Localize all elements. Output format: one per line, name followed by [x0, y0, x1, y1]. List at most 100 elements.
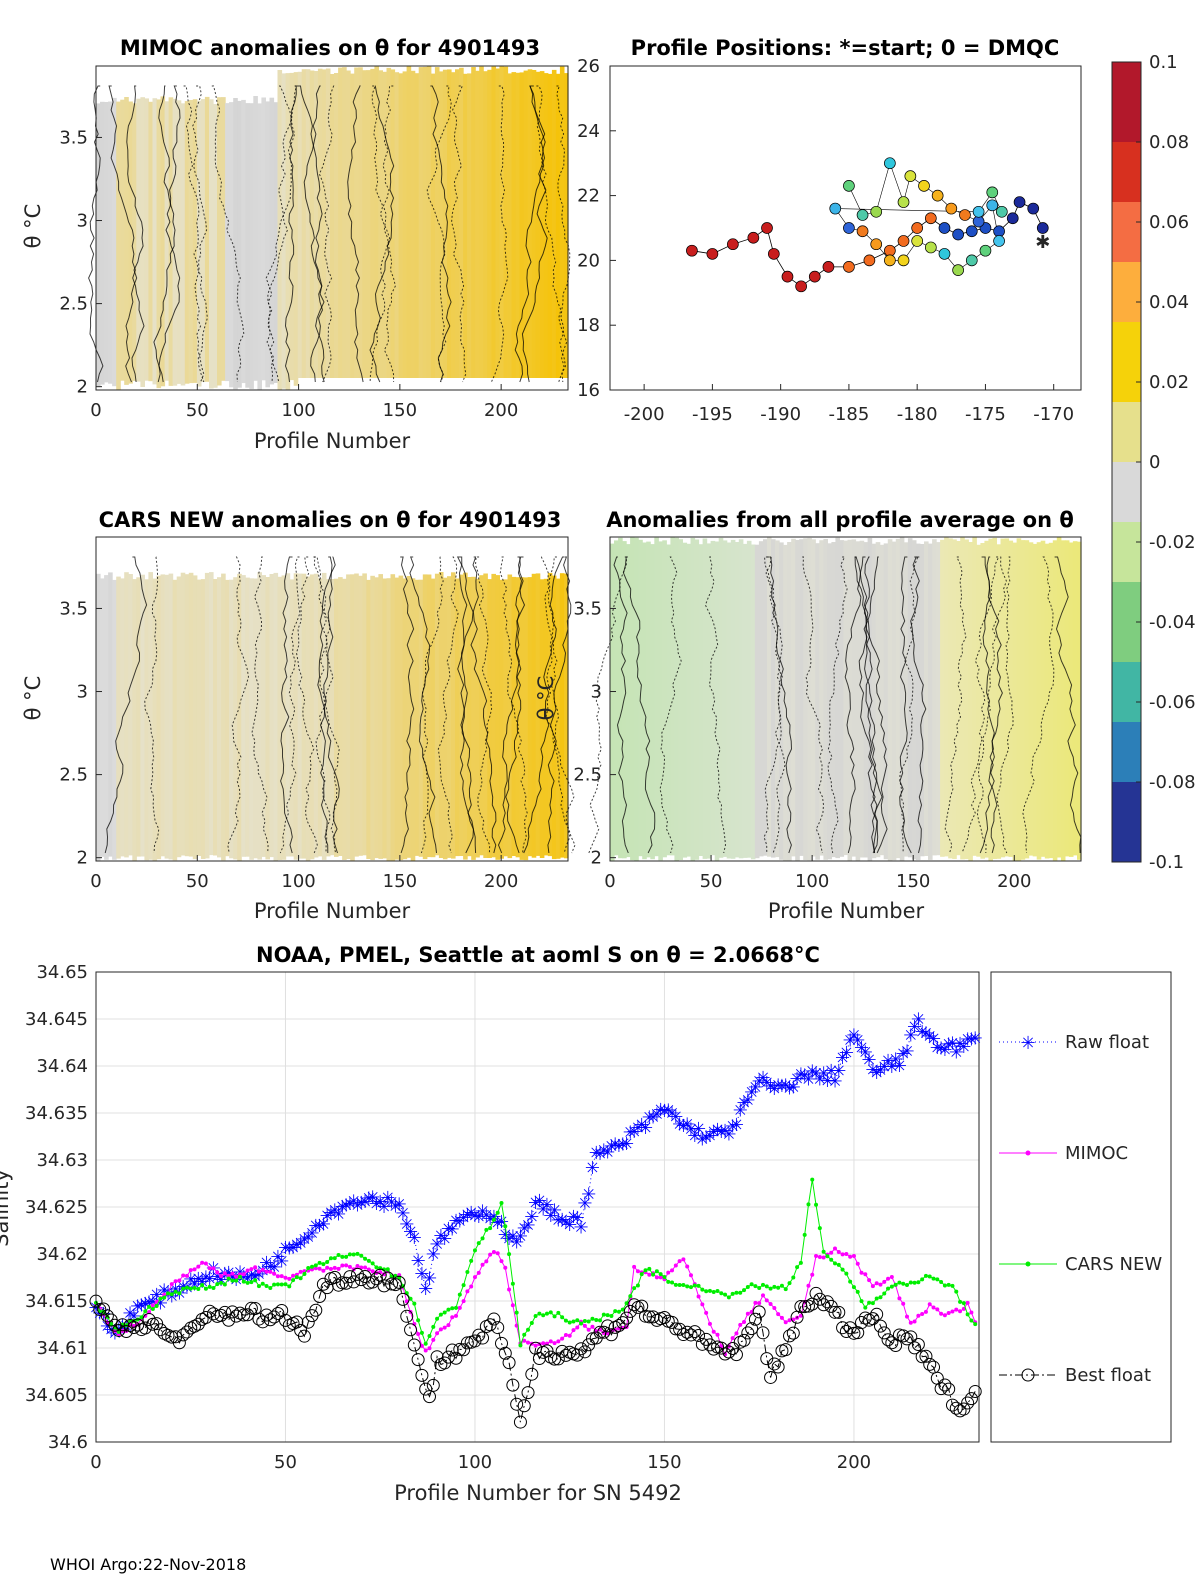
contour-line: [521, 85, 548, 383]
heatmap-cell: [253, 578, 258, 859]
series-point: [317, 1266, 322, 1271]
series-point: [317, 1260, 322, 1265]
series-point: [935, 1307, 940, 1312]
series-point: ✳: [543, 1206, 558, 1227]
heatmap-cell: [96, 573, 101, 861]
series-point: [476, 1270, 481, 1275]
heatmap-cell: [269, 97, 275, 385]
x-tick-label: 100: [281, 871, 315, 892]
series-point: [340, 1254, 345, 1259]
series-point: [839, 1325, 853, 1339]
heatmap-cell: [750, 544, 756, 860]
series-point: ✳: [539, 1195, 554, 1216]
contour-line: [369, 85, 395, 383]
series-point: ✳: [293, 1233, 308, 1254]
heatmap-cell: [297, 71, 303, 379]
series-point: [438, 1312, 443, 1317]
series-point: [646, 1310, 660, 1324]
heatmap-cell: [787, 542, 792, 861]
series-point: ✳: [680, 1115, 695, 1136]
series-point: [734, 1331, 739, 1336]
series-point: ✳: [335, 1197, 350, 1218]
series-point: [533, 1343, 538, 1348]
series-point: [423, 1348, 428, 1353]
heatmap-cell: [192, 99, 198, 383]
series-point: [548, 1310, 553, 1315]
series-point: [745, 1322, 759, 1336]
contour-line: [802, 556, 825, 854]
series-point: [484, 1227, 489, 1232]
profile-position-marker: [952, 228, 964, 241]
series-point: ✳: [505, 1227, 520, 1248]
series-point: ✳: [555, 1210, 570, 1231]
heatmap-cell: [819, 540, 824, 856]
heatmap-cell: [883, 543, 889, 860]
heatmap-cell: [992, 537, 997, 859]
series-point: [916, 1313, 921, 1318]
series-point: ✳: [915, 1022, 930, 1043]
series-point: [230, 1271, 235, 1276]
series-point: ✳: [918, 1024, 933, 1045]
series-point: [321, 1268, 326, 1273]
heatmap-cell: [803, 538, 808, 860]
series-point: [590, 1316, 595, 1321]
series-point: [915, 1350, 929, 1364]
series-point: [100, 1309, 114, 1323]
series-point: [423, 1341, 428, 1346]
heatmap-cell: [434, 67, 440, 378]
series-point: ✳: [922, 1026, 937, 1047]
heatmap-cell: [136, 98, 141, 382]
heatmap-cell: [366, 70, 371, 378]
y-tick-label: 2.5: [573, 765, 602, 786]
heatmap-cell: [390, 574, 396, 861]
contour-line: [863, 556, 878, 854]
series-point: [855, 1316, 869, 1330]
heatmap-cell: [164, 574, 170, 859]
series-point: [226, 1273, 231, 1278]
series-point: [707, 1342, 721, 1356]
series-point: [609, 1313, 614, 1318]
profile-position-marker: [924, 212, 937, 225]
contour-line: [659, 556, 682, 854]
series-point: ✳: [877, 1057, 892, 1078]
series-point: [162, 1292, 167, 1297]
series-point: [776, 1285, 781, 1290]
heatmap-cell: [378, 574, 383, 859]
colorbar-tick-label: 0.08: [1149, 132, 1189, 153]
heatmap-cell: [184, 574, 190, 857]
contour-line: [183, 85, 208, 383]
series-point: [472, 1275, 477, 1280]
series-point: [939, 1280, 944, 1285]
series-point: [158, 1296, 163, 1301]
series-point: [923, 1309, 928, 1314]
series-point: [889, 1284, 894, 1289]
profile-position-marker: [747, 231, 760, 244]
series-point: ✳: [308, 1216, 323, 1237]
series-point: [540, 1344, 554, 1358]
series-point: [454, 1305, 459, 1310]
series-point: [749, 1282, 754, 1287]
heatmap-cell: [213, 579, 218, 856]
series-point: [612, 1318, 626, 1332]
series-line-3: [95, 1273, 976, 1423]
series-point: [188, 1286, 193, 1291]
colorbar-swatch: [1112, 262, 1141, 283]
series-point: [503, 1224, 508, 1229]
series-point: [560, 1336, 565, 1341]
heatmap-cell: [459, 67, 464, 379]
series-point: [798, 1300, 812, 1314]
heatmap-cell: [100, 578, 105, 857]
series-point: [722, 1345, 736, 1359]
series-point: [416, 1331, 421, 1336]
series-point: [658, 1272, 663, 1277]
x-tick-label: -175: [965, 404, 1006, 425]
y-tick-label: 3: [77, 211, 88, 232]
contour-line: [460, 556, 479, 854]
series-point: [291, 1278, 296, 1283]
profile-position-marker: [986, 186, 999, 199]
series-point: [446, 1323, 451, 1328]
series-point: [359, 1253, 364, 1258]
series-point: [961, 1306, 966, 1311]
heatmap-cell: [1056, 537, 1062, 858]
contour-line: [497, 556, 526, 854]
